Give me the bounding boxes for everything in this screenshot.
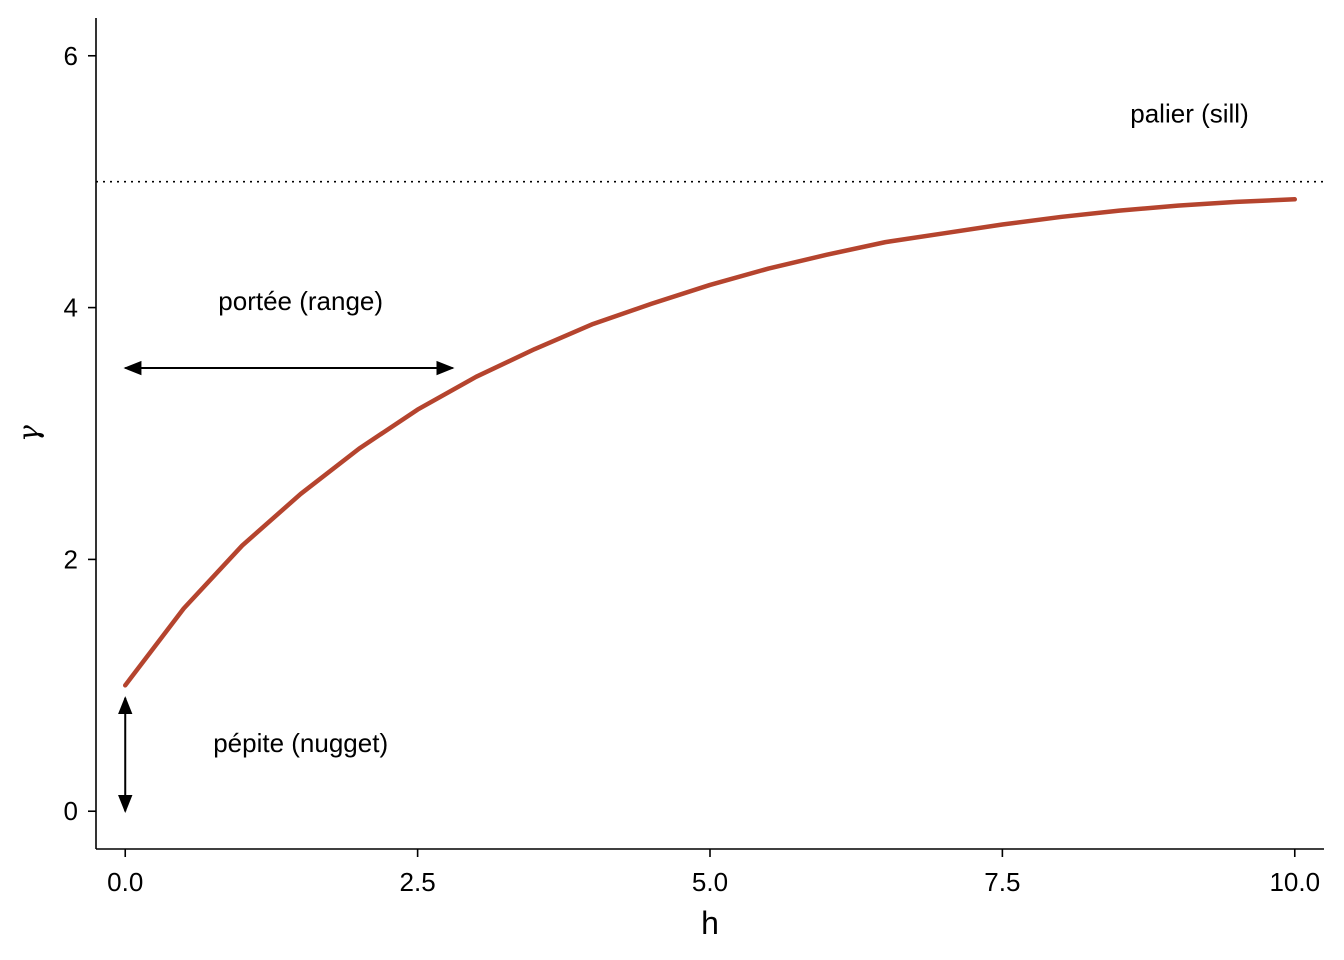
x-tick-label: 7.5 (984, 867, 1020, 897)
y-axis-title: γ (12, 425, 45, 442)
annotation-label: portée (range) (218, 286, 383, 316)
x-tick-label: 5.0 (692, 867, 728, 897)
variogram-curve (122, 197, 1298, 688)
x-axis-title: h (701, 905, 719, 941)
axes: 0.0 2.5 5.0 7.5 10.0 0 2 4 6 (64, 18, 1324, 897)
plot-area (96, 180, 1324, 688)
y-tick-label: 0 (64, 796, 78, 826)
y-tick-label: 4 (64, 293, 78, 323)
y-tick-label: 2 (64, 544, 78, 574)
x-ticks: 0.0 2.5 5.0 7.5 10.0 (107, 849, 1320, 897)
y-tick-label: 6 (64, 41, 78, 71)
y-ticks: 0 2 4 6 (64, 41, 96, 826)
x-tick-label: 2.5 (400, 867, 436, 897)
annotation-label: pépite (nugget) (213, 728, 388, 758)
annotations: palier (sill) portée (range) pépite (nugge… (118, 99, 1249, 814)
x-tick-label: 10.0 (1269, 867, 1320, 897)
x-tick-label: 0.0 (107, 867, 143, 897)
annotation-label: palier (sill) (1130, 99, 1248, 129)
